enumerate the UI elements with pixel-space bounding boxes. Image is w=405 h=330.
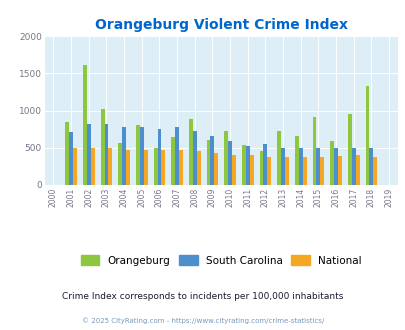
Bar — [224, 131, 228, 185]
Bar — [302, 157, 306, 185]
Bar — [126, 150, 130, 185]
Bar — [69, 132, 73, 185]
Bar — [196, 150, 200, 185]
Bar — [241, 145, 245, 185]
Bar — [263, 144, 267, 185]
Bar — [175, 127, 179, 185]
Bar — [280, 148, 284, 185]
Bar — [192, 131, 196, 185]
Bar — [122, 127, 126, 185]
Bar — [73, 148, 77, 185]
Bar — [329, 141, 333, 185]
Bar — [87, 124, 91, 185]
Bar — [337, 156, 341, 185]
Bar — [320, 157, 324, 185]
Bar — [355, 155, 359, 185]
Bar — [364, 86, 369, 185]
Bar — [188, 119, 192, 185]
Bar — [284, 157, 288, 185]
Title: Orangeburg Violent Crime Index: Orangeburg Violent Crime Index — [94, 18, 347, 32]
Bar — [91, 148, 94, 185]
Bar — [171, 137, 175, 185]
Bar — [143, 150, 147, 185]
Bar — [228, 141, 232, 185]
Bar — [267, 157, 271, 185]
Bar — [100, 109, 104, 185]
Bar — [104, 124, 108, 185]
Bar — [118, 143, 122, 185]
Bar — [139, 127, 143, 185]
Bar — [347, 114, 351, 185]
Text: Crime Index corresponds to incidents per 100,000 inhabitants: Crime Index corresponds to incidents per… — [62, 292, 343, 301]
Bar — [249, 155, 253, 185]
Bar — [214, 153, 218, 185]
Bar — [157, 129, 161, 185]
Bar — [232, 155, 235, 185]
Bar — [245, 146, 249, 185]
Bar — [65, 122, 69, 185]
Bar — [259, 151, 263, 185]
Bar — [369, 148, 373, 185]
Bar — [108, 148, 112, 185]
Bar — [351, 148, 355, 185]
Bar — [161, 150, 165, 185]
Legend: Orangeburg, South Carolina, National: Orangeburg, South Carolina, National — [81, 255, 361, 266]
Bar — [333, 148, 337, 185]
Bar — [136, 125, 139, 185]
Bar — [298, 148, 302, 185]
Bar — [179, 150, 183, 185]
Bar — [315, 148, 320, 185]
Bar — [206, 140, 210, 185]
Text: © 2025 CityRating.com - https://www.cityrating.com/crime-statistics/: © 2025 CityRating.com - https://www.city… — [82, 317, 323, 324]
Bar — [153, 148, 157, 185]
Bar — [294, 136, 298, 185]
Bar — [210, 136, 214, 185]
Bar — [277, 131, 280, 185]
Bar — [83, 65, 87, 185]
Bar — [312, 117, 315, 185]
Bar — [373, 157, 376, 185]
